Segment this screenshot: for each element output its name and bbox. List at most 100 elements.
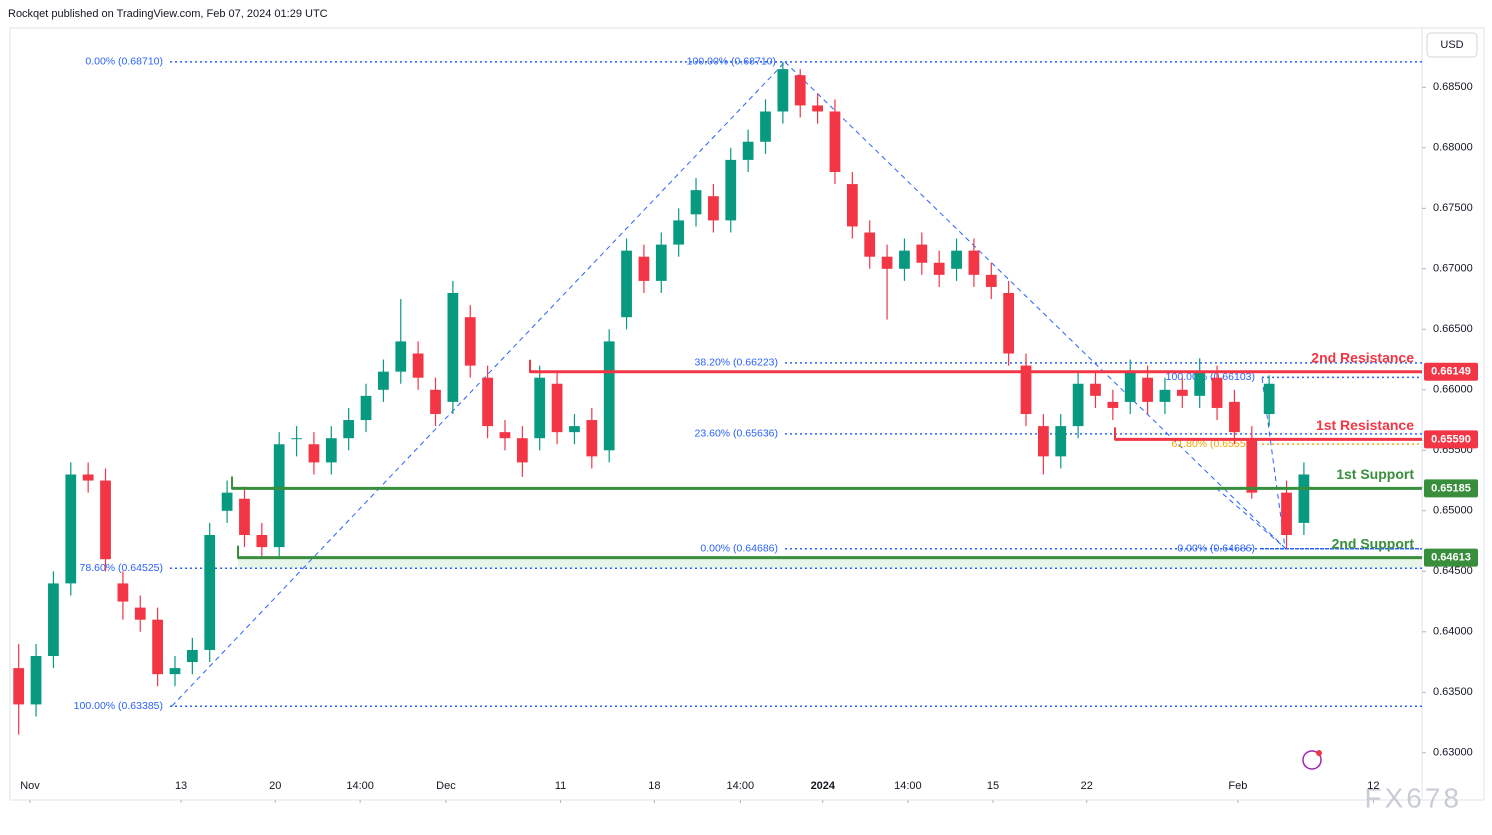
candle-body [1298, 474, 1310, 523]
candle-body [447, 292, 459, 402]
candle-body [829, 111, 841, 172]
candle-body [82, 474, 94, 481]
fib-label: 38.20% (0.66223) [695, 357, 778, 369]
candle-body [186, 649, 198, 663]
x-tick-label: Feb [1228, 780, 1247, 792]
x-tick-label: 20 [269, 780, 281, 792]
candle-body [1003, 292, 1015, 354]
candle-body [846, 184, 858, 227]
level-name: 2nd Support [1332, 535, 1415, 551]
candle-body [1211, 377, 1223, 408]
level-name: 2nd Resistance [1311, 349, 1414, 365]
candle-body [1124, 371, 1136, 402]
y-tick-label: 0.63500 [1433, 686, 1473, 698]
y-tick-label: 0.64000 [1433, 626, 1473, 638]
candle-body [586, 420, 598, 457]
price-badge-label: 0.66149 [1431, 366, 1471, 378]
candle-body [1072, 383, 1084, 427]
x-tick-label: 15 [987, 780, 999, 792]
price-badge [1424, 548, 1478, 567]
y-tick-label: 0.63000 [1433, 747, 1473, 759]
candle-body [48, 583, 59, 657]
candle-body [134, 607, 146, 620]
currency: USD [1440, 39, 1463, 51]
candle-body [360, 395, 372, 421]
candle-body [673, 220, 685, 245]
candle-body [621, 250, 632, 318]
candle-body [117, 583, 129, 602]
alert-icon[interactable] [1302, 750, 1322, 770]
price-badge [1424, 362, 1478, 381]
candle-body [916, 244, 928, 263]
candle-body [65, 474, 77, 584]
candle-body [169, 668, 181, 675]
candle-body [603, 341, 615, 451]
candle-body [708, 196, 719, 221]
candle-body [881, 256, 893, 269]
candle-body [638, 256, 650, 281]
candle-body [1142, 377, 1153, 402]
candle-body [1107, 401, 1119, 408]
fib-label: 100.00% (0.63385) [74, 700, 163, 712]
candle-body [933, 262, 945, 275]
currency-badge[interactable] [1426, 32, 1478, 58]
y-tick-label: 0.67500 [1433, 202, 1473, 214]
candle-body [1263, 383, 1275, 414]
candle-body [812, 105, 823, 112]
candle-body [1194, 371, 1206, 396]
candle-body [1055, 426, 1067, 457]
candle-body [152, 619, 164, 675]
candle-body [864, 232, 876, 257]
candle-body [951, 250, 962, 269]
candle-body [464, 317, 476, 366]
fib-label: 0.00% (0.64686) [700, 543, 778, 555]
x-tick-label: Dec [436, 780, 456, 792]
candle-body [551, 383, 563, 433]
x-tick-label: Nov [20, 780, 40, 792]
x-tick-label: 14:00 [727, 780, 755, 792]
candle-body [516, 438, 528, 463]
candle-body [569, 426, 580, 433]
candle-body [690, 190, 702, 215]
price-badge-label: 0.64613 [1431, 552, 1471, 564]
candle-body [499, 432, 511, 439]
x-tick-label: 12 [1367, 780, 1379, 792]
candle-body [13, 668, 25, 705]
candle-body [221, 492, 233, 511]
publisher-line: Rockqet published on TradingView.com, Fe… [8, 8, 328, 20]
x-tick-label: 11 [555, 780, 566, 792]
x-tick-label: 14:00 [346, 780, 374, 792]
plot: 0.00% (0.68710) 100.00% (0.68710) 38.20% (… [13, 56, 1422, 735]
candle-body [777, 69, 789, 112]
candle-body [325, 438, 337, 463]
x-tick-label: 2024 [811, 780, 836, 792]
candle-body [742, 141, 754, 160]
candle-body [655, 244, 667, 281]
plot-frame [9, 27, 1485, 801]
price-badge [1424, 430, 1478, 449]
fib-label: 0.00% (0.64686) [1177, 543, 1255, 555]
fib-label: 100.00% (0.68710) [687, 56, 776, 68]
candle-body [204, 535, 216, 650]
candle-body [239, 498, 250, 536]
candle-body [378, 371, 389, 390]
candle-body [1229, 401, 1240, 433]
candle-body [291, 438, 302, 440]
price-badge-label: 0.65590 [1431, 433, 1471, 445]
candle-body [794, 75, 806, 106]
candle-body [534, 377, 546, 439]
candle-body [273, 444, 285, 548]
candle-body [985, 274, 997, 287]
candle-body [412, 353, 424, 378]
candle-body [482, 377, 493, 427]
y-tick-label: 0.66500 [1433, 323, 1473, 335]
fib-label: 100.00% (0.66103) [1166, 371, 1255, 383]
x-tick-label: 14:00 [894, 780, 922, 792]
x-tick-label: 18 [648, 780, 660, 792]
candle-body [100, 480, 111, 560]
candle-body [1176, 389, 1188, 396]
candle-body [1020, 365, 1032, 414]
fib-trend [171, 61, 786, 707]
